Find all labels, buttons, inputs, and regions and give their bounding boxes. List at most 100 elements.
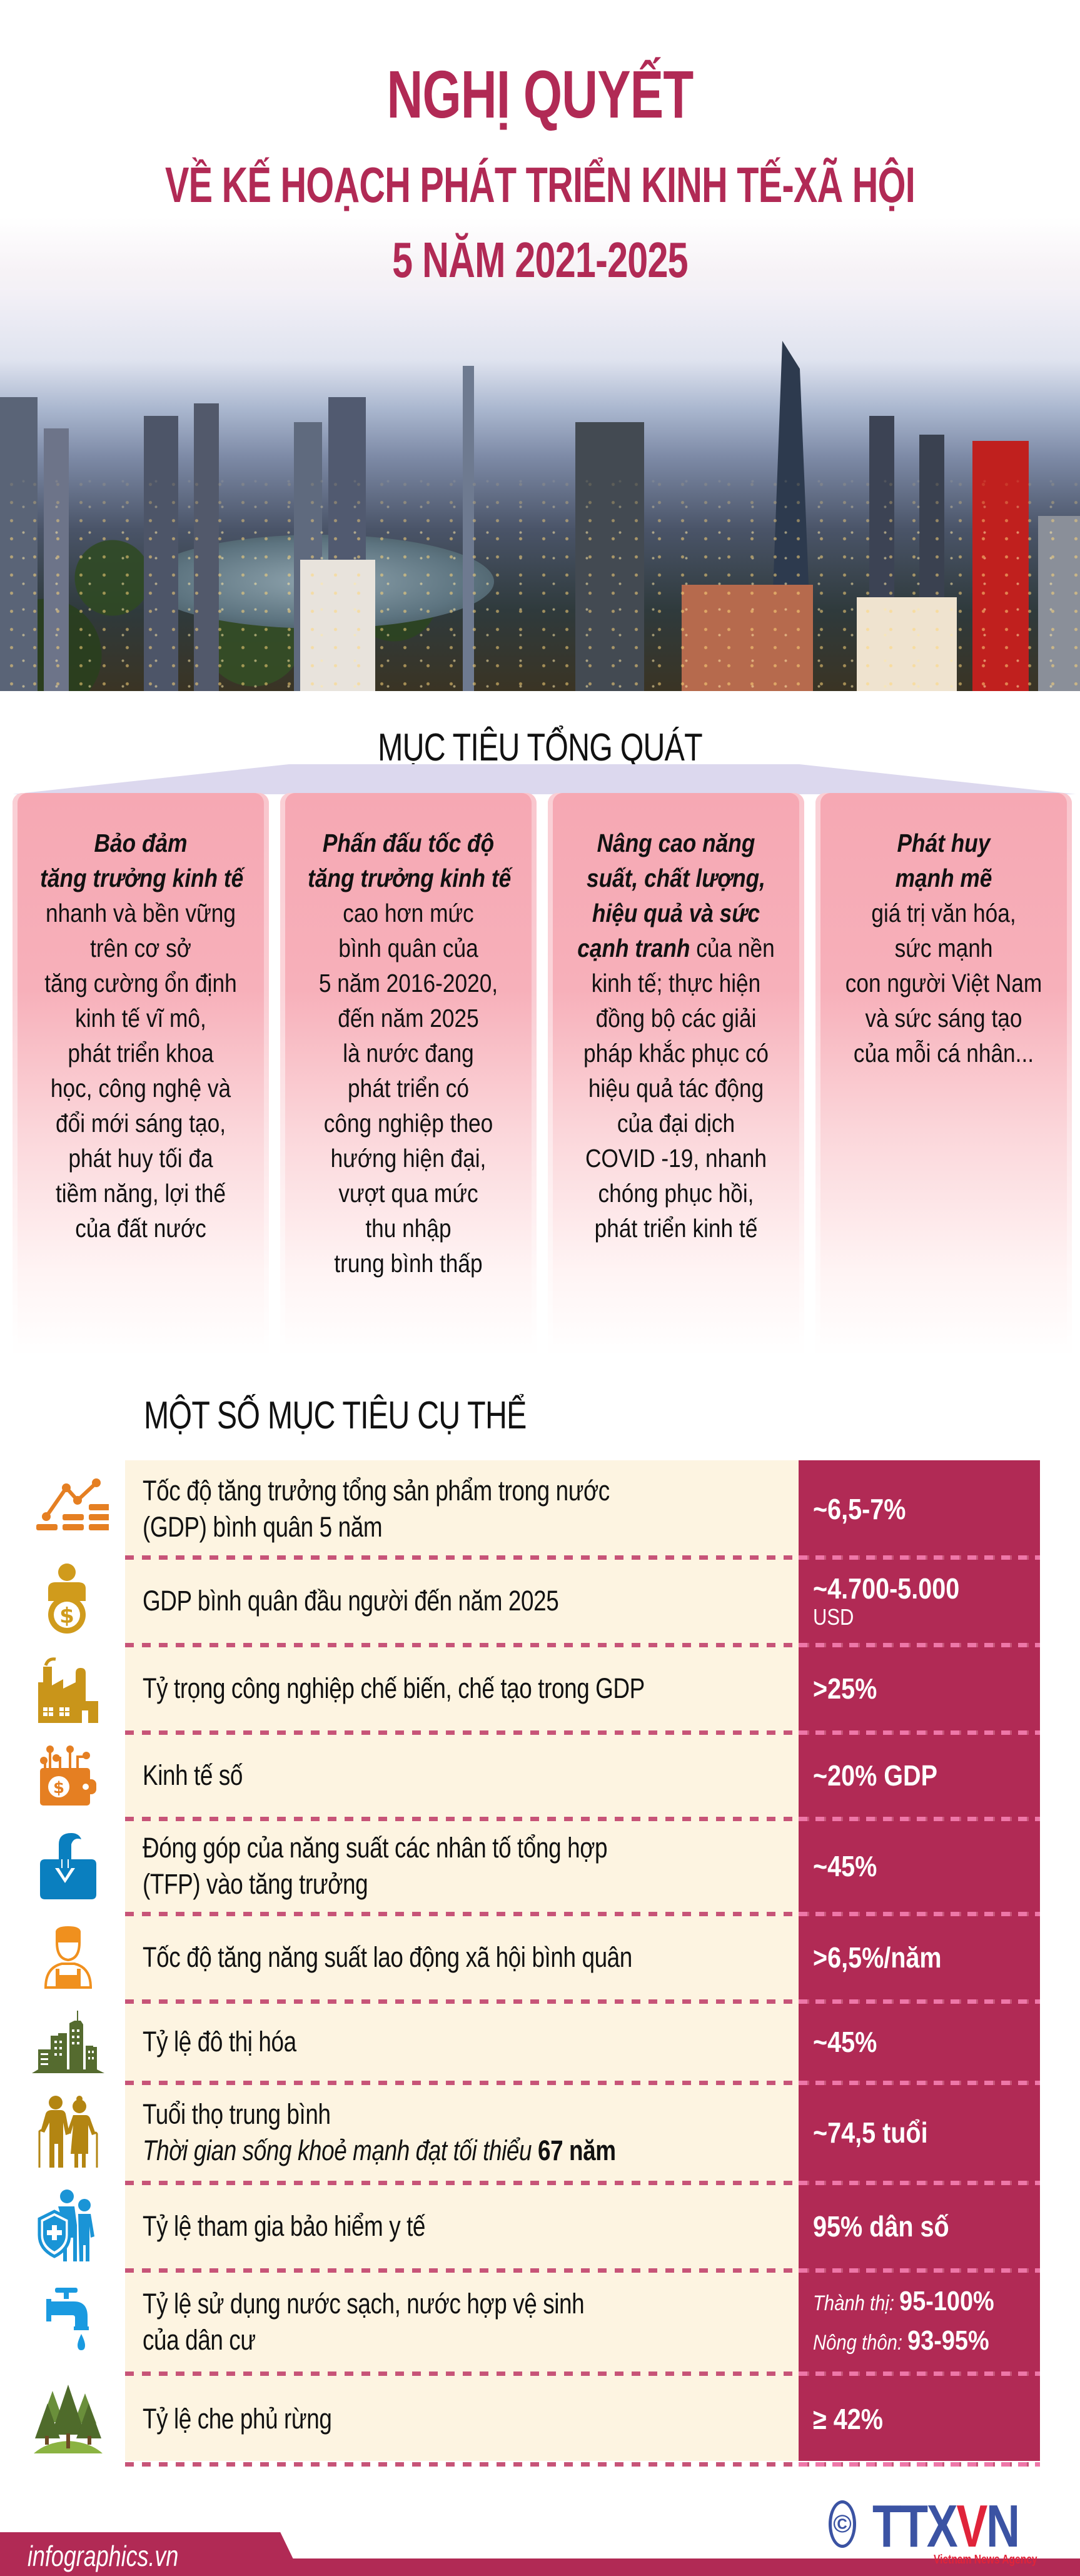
page-subtitle: VỀ KẾ HOẠCH PHÁT TRIỂN KINH TẾ-XÃ HỘI	[164, 157, 916, 213]
targets-value-column	[799, 1460, 1040, 2461]
goal-card-line: tiềm năng, lợi thế	[55, 1179, 226, 1208]
goal-card-line: cao hơn mức	[343, 899, 474, 927]
target-label: Tỷ lệ tham gia bảo hiểm y tế	[143, 2183, 787, 2270]
logo-subtitle: Vietnam News Agency	[934, 2553, 1037, 2567]
general-goals-title: MỤC TIÊU TỔNG QUÁT	[378, 726, 703, 769]
row-divider	[125, 1643, 1040, 1647]
goal-card-line: bình quân của	[338, 934, 478, 962]
elderly-couple-icon	[28, 2083, 109, 2183]
goal-card-line: mạnh mẽ	[895, 864, 992, 892]
target-row: Tỷ lệ tham gia bảo hiểm y tế 95% dân số	[125, 2183, 1040, 2270]
footer-site-link[interactable]: infographics.vn	[28, 2540, 179, 2572]
factory-icon	[28, 1645, 109, 1732]
target-row: Tốc độ tăng năng suất lao động xã hội bì…	[125, 1914, 1040, 2001]
worker-icon	[28, 1914, 109, 2001]
row-divider	[125, 1555, 1040, 1560]
goal-card-line: chóng phục hồi,	[598, 1179, 754, 1208]
page-subtitle-years: 5 NĂM 2021-2025	[392, 232, 688, 288]
targets-label-column	[125, 1460, 799, 2461]
row-divider	[125, 2462, 1040, 2467]
svg-text:$: $	[59, 1604, 74, 1629]
target-label-line: GDP bình quân đầu người đến năm 2025	[143, 1585, 559, 1617]
target-label: Tuổi thọ trung bình Thời gian sống khoẻ m…	[143, 2083, 787, 2183]
goal-card-line: hiệu quả và sức	[592, 899, 760, 927]
target-value: ~74,5 tuổi	[813, 2116, 928, 2149]
goal-card-line: thu nhập	[365, 1214, 452, 1243]
target-row: Tỷ lệ che phủ rừng ≥ 42%	[125, 2373, 1040, 2464]
goal-card-line: con người Việt Nam	[845, 969, 1042, 998]
target-value: 95% dân số	[813, 2210, 949, 2243]
target-label: Kinh tế số	[143, 1732, 787, 1819]
goal-card-line: tăng cường ổn định	[44, 969, 237, 998]
target-label-line: Tỷ trọng công nghiệp chế biến, chế tạo t…	[143, 1672, 645, 1704]
target-value: >25%	[813, 1672, 877, 1705]
page-title: NGHỊ QUYẾT	[386, 56, 694, 132]
city-buildings-icon	[28, 2001, 109, 2083]
target-value: ~45%	[813, 2026, 877, 2058]
target-label: Tốc độ tăng trưởng tổng sản phẩm trong n…	[143, 1460, 787, 1557]
goal-card-line: của đất nước	[75, 1214, 206, 1243]
goal-card-line: Phát huy	[897, 829, 991, 857]
target-row: Tuổi thọ trung bình Thời gian sống khoẻ m…	[125, 2083, 1040, 2183]
target-label: Tỷ lệ che phủ rừng	[143, 2373, 787, 2464]
water-tap-icon	[28, 2270, 109, 2373]
goal-card-line: nhanh và bền vững	[46, 899, 236, 927]
target-label: Tỷ lệ đô thị hóa	[143, 2001, 787, 2083]
target-value: ~45%	[813, 1850, 877, 1882]
row-divider	[125, 1817, 1040, 1821]
target-label-line: Tốc độ tăng năng suất lao động xã hội bì…	[143, 1941, 632, 1973]
goal-card-line: đổi mới sáng tạo,	[55, 1109, 226, 1138]
copyright-icon: ©	[829, 2500, 856, 2548]
goal-card-line: pháp khắc phục có	[583, 1039, 769, 1068]
goal-card-line: phát triển khoa	[68, 1039, 214, 1068]
forest-icon	[28, 2373, 109, 2464]
target-label: GDP bình quân đầu người đến năm 2025	[143, 1557, 787, 1645]
target-label-line: Tỷ lệ đô thị hóa	[143, 2026, 296, 2058]
target-label-line: Tuổi thọ trung bình	[143, 2098, 331, 2130]
target-row: Tỷ lệ sử dụng nước sạch, nước hợp vệ sin…	[125, 2270, 1040, 2373]
target-label: Tỷ trọng công nghiệp chế biến, chế tạo t…	[143, 1645, 787, 1732]
hero-cityscape-image	[0, 288, 1080, 691]
growth-chart-icon	[28, 1460, 109, 1557]
goal-card-line: tăng trưởng kinh tế	[308, 864, 512, 892]
goal-card-line: COVID -19, nhanh	[585, 1144, 767, 1173]
city-lights	[0, 288, 1080, 691]
goal-card-1: Bảo đảm tăng trưởng kinh tế nhanh và bền v…	[13, 793, 269, 1356]
health-insurance-family-icon	[28, 2183, 109, 2270]
target-label-line: Tỷ lệ sử dụng nước sạch, nước hợp vệ sin…	[143, 2287, 585, 2320]
target-label-line: (TFP) vào tăng trưởng	[143, 1868, 368, 1900]
goal-card-2: Phấn đấu tốc độ tăng trưởng kinh tế cao hơ…	[280, 793, 537, 1356]
goal-card-line: hiệu quả tác động	[588, 1074, 764, 1103]
row-divider	[125, 2371, 1040, 2376]
target-value: Thành thị: 95-100% Nông thôn: 93-95%	[813, 2285, 994, 2356]
goal-card-line: công nghiệp theo	[323, 1109, 493, 1138]
target-label-line: Kinh tế số	[143, 1759, 243, 1791]
goal-card-line: Bảo đảm	[94, 829, 188, 857]
goal-card-line: Nâng cao năng	[597, 829, 755, 857]
goal-card-line: hướng hiện đại,	[330, 1144, 487, 1173]
target-label-line: của dân cư	[143, 2323, 256, 2356]
row-divider	[125, 1999, 1040, 2004]
target-value: ~20% GDP	[813, 1759, 938, 1792]
target-row: GDP bình quân đầu người đến năm 2025 ~4.7…	[125, 1557, 1040, 1645]
goal-card-3: Nâng cao năng suất, chất lượng, hiệu quả v…	[548, 793, 804, 1356]
target-label: Tốc độ tăng năng suất lao động xã hội bì…	[143, 1914, 787, 2001]
goal-card-line: 5 năm 2016-2020,	[318, 969, 498, 998]
target-value: >6,5%/năm	[813, 1941, 942, 1974]
goal-card-line: sức mạnh	[894, 934, 993, 962]
goal-card-line: giá trị văn hóa,	[871, 899, 1016, 927]
goal-card-line: đồng bộ các giải	[595, 1004, 757, 1033]
footer-bar	[0, 2558, 1080, 2576]
digital-wallet-icon: $	[28, 1732, 109, 1819]
person-money-icon: $	[28, 1557, 109, 1645]
goal-card-line: học, công nghệ và	[50, 1074, 231, 1103]
target-label-line: Đóng góp của năng suất các nhân tố tổng …	[143, 1832, 608, 1864]
goal-card-line: tăng trưởng kinh tế	[40, 864, 244, 892]
target-label-line: Tốc độ tăng trưởng tổng sản phẩm trong n…	[143, 1474, 610, 1507]
goal-card-line: của mỗi cá nhân...	[853, 1039, 1034, 1068]
ttxvn-logo: © TTXVN Vietnam News Agency	[829, 2495, 1054, 2567]
target-row: Kinh tế số ~20% GDP	[125, 1732, 1040, 1819]
target-row: Tỷ trọng công nghiệp chế biến, chế tạo t…	[125, 1645, 1040, 1732]
target-value: ~6,5-7%	[813, 1492, 906, 1525]
target-label-note: Thời gian sống khoẻ mạnh đạt tối thiểu 6…	[143, 2134, 616, 2166]
